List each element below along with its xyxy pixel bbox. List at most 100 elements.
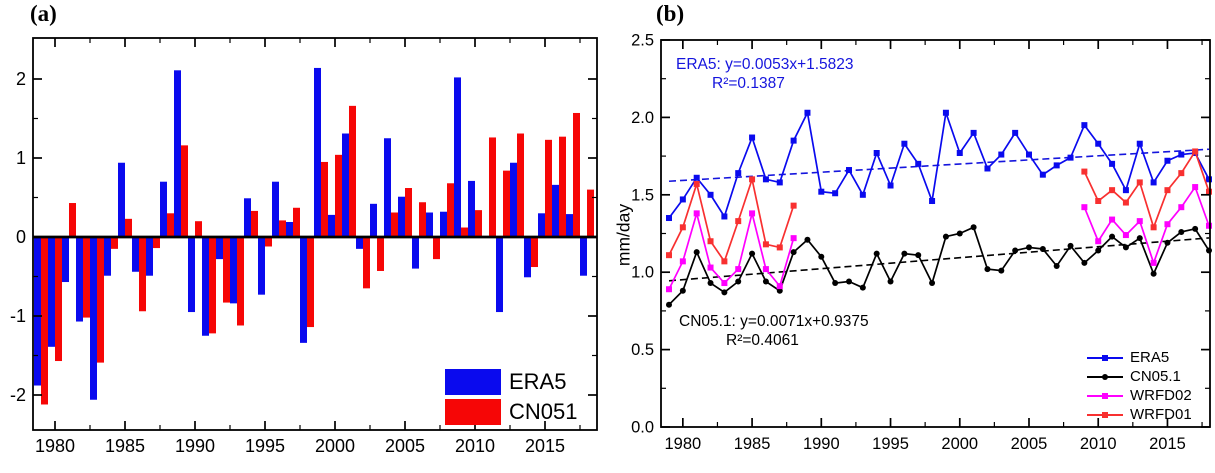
x-tick-label: 2000 (941, 435, 978, 453)
point-wrfd02-2018 (1205, 222, 1212, 229)
bar-cn051-1990 (195, 221, 202, 237)
point-cn051-2012 (1122, 244, 1129, 251)
point-cn051-1989 (804, 236, 811, 243)
bar-cn051-1985 (125, 218, 132, 237)
point-era5-1987 (776, 179, 783, 186)
point-cn051-2015 (1164, 239, 1171, 246)
bar-era5-2007 (426, 212, 433, 237)
point-era5-2018 (1205, 176, 1212, 183)
x-tick-label: 2005 (385, 436, 425, 456)
point-wrfd02-1987 (776, 283, 783, 290)
point-wrfd01-2009 (1081, 168, 1088, 175)
point-wrfd02-2010 (1095, 238, 1102, 245)
point-cn051-2002 (984, 266, 991, 273)
point-wrfd01-1982 (707, 238, 714, 245)
point-era5-1988 (790, 137, 797, 144)
point-era5-1992 (845, 167, 852, 174)
point-era5-1991 (832, 190, 839, 197)
point-era5-1996 (901, 140, 908, 147)
point-era5-2009 (1081, 122, 1088, 129)
point-wrfd02-2016 (1178, 204, 1185, 211)
x-tick-label: 1995 (245, 436, 285, 456)
bar-cn051-1982 (83, 237, 90, 318)
bar-era5-2015 (538, 213, 545, 237)
point-cn051-1981 (693, 249, 700, 256)
bar-cn051-1993 (237, 237, 244, 326)
bar-cn051-1999 (321, 161, 328, 237)
bar-cn051-2010 (475, 210, 482, 237)
point-era5-2015 (1164, 157, 1171, 164)
point-wrfd01-1981 (693, 180, 700, 187)
point-cn051-1994 (873, 250, 880, 257)
point-era5-1984 (735, 170, 742, 177)
bar-cn051-2001 (349, 105, 356, 237)
point-wrfd02-2011 (1109, 216, 1116, 223)
bar-era5-1982 (76, 237, 83, 322)
point-cn051-2011 (1109, 233, 1116, 240)
point-era5-2003 (998, 151, 1005, 158)
point-era5-2004 (1012, 129, 1019, 136)
point-era5-1980 (679, 196, 686, 203)
bar-cn051-1988 (167, 213, 174, 237)
point-era5-2016 (1178, 151, 1185, 158)
point-wrfd01-2014 (1150, 224, 1157, 231)
bar-era5-2014 (524, 237, 531, 278)
point-wrfd01-1983 (721, 258, 728, 265)
legend-label-era5: ERA5 (1130, 349, 1170, 366)
point-cn051-2000 (956, 230, 963, 237)
point-era5-1995 (887, 182, 894, 189)
bar-cn051-2005 (405, 188, 412, 237)
bar-cn051-1987 (153, 237, 160, 249)
bar-cn051-2007 (433, 237, 440, 260)
point-wrfd01-1979 (666, 252, 672, 259)
point-wrfd02-2012 (1122, 232, 1129, 239)
point-cn051-2010 (1095, 247, 1102, 254)
point-era5-1982 (707, 191, 714, 198)
series-line-wrfd01 (1083, 149, 1210, 230)
cn051-trend-equation: CN05.1: y=0.0071x+0.9375 (679, 313, 869, 330)
point-era5-1998 (929, 197, 936, 204)
point-wrfd01-1984 (735, 218, 742, 225)
point-cn051-2005 (1025, 244, 1032, 251)
bar-era5-2008 (440, 211, 447, 237)
point-wrfd02-1988 (790, 235, 797, 242)
bar-era5-1996 (272, 181, 279, 237)
y-tick-label: 0.5 (631, 341, 654, 359)
trend-line-era5 (668, 148, 1210, 183)
point-era5-2012 (1122, 187, 1129, 194)
x-tick-label: 2000 (315, 436, 355, 456)
era5-trend-equation: ERA5: y=0.0053x+1.5823 (676, 56, 854, 73)
legend-label-wrfd01: WRFD01 (1130, 406, 1192, 423)
bar-era5-1986 (132, 237, 139, 272)
bar-era5-1993 (230, 237, 237, 304)
point-cn051-1998 (929, 280, 936, 287)
y-tick-label: 0.0 (631, 419, 654, 437)
point-era5-1990 (818, 188, 825, 195)
bar-cn051-2003 (377, 237, 384, 271)
point-era5-1983 (721, 213, 728, 220)
bar-era5-1981 (62, 237, 69, 283)
legend-item-cn051: CN051 (445, 397, 577, 427)
bar-era5-1984 (104, 237, 111, 276)
x-tick-label: 1980 (664, 435, 701, 453)
point-era5-1985 (749, 134, 756, 141)
point-cn051-2009 (1081, 259, 1088, 266)
point-era5-1993 (859, 191, 866, 198)
legend-label-cn051: CN05.1 (1130, 368, 1181, 385)
bar-era5-1998 (300, 237, 307, 343)
bar-era5-2006 (412, 237, 419, 269)
x-tick-label: 2015 (1149, 435, 1186, 453)
point-era5-2014 (1150, 179, 1157, 186)
y-tick-label: 1.5 (631, 186, 654, 204)
point-cn051-1985 (749, 250, 756, 257)
point-wrfd02-1979 (666, 286, 672, 293)
bar-era5-2003 (370, 203, 377, 237)
series-line-cn051 (668, 226, 1210, 306)
panel-a: (a) -2 -1 0 1 2 1980 1985 1990 1995 2000 2005 2010 2… (10, 1, 598, 456)
bar-cn051-1996 (279, 220, 286, 237)
era5-trend-r2: R²=0.1387 (712, 75, 785, 92)
point-cn051-1984 (735, 278, 742, 285)
series-line-wrfd02 (668, 210, 795, 290)
point-cn051-1992 (845, 278, 852, 285)
